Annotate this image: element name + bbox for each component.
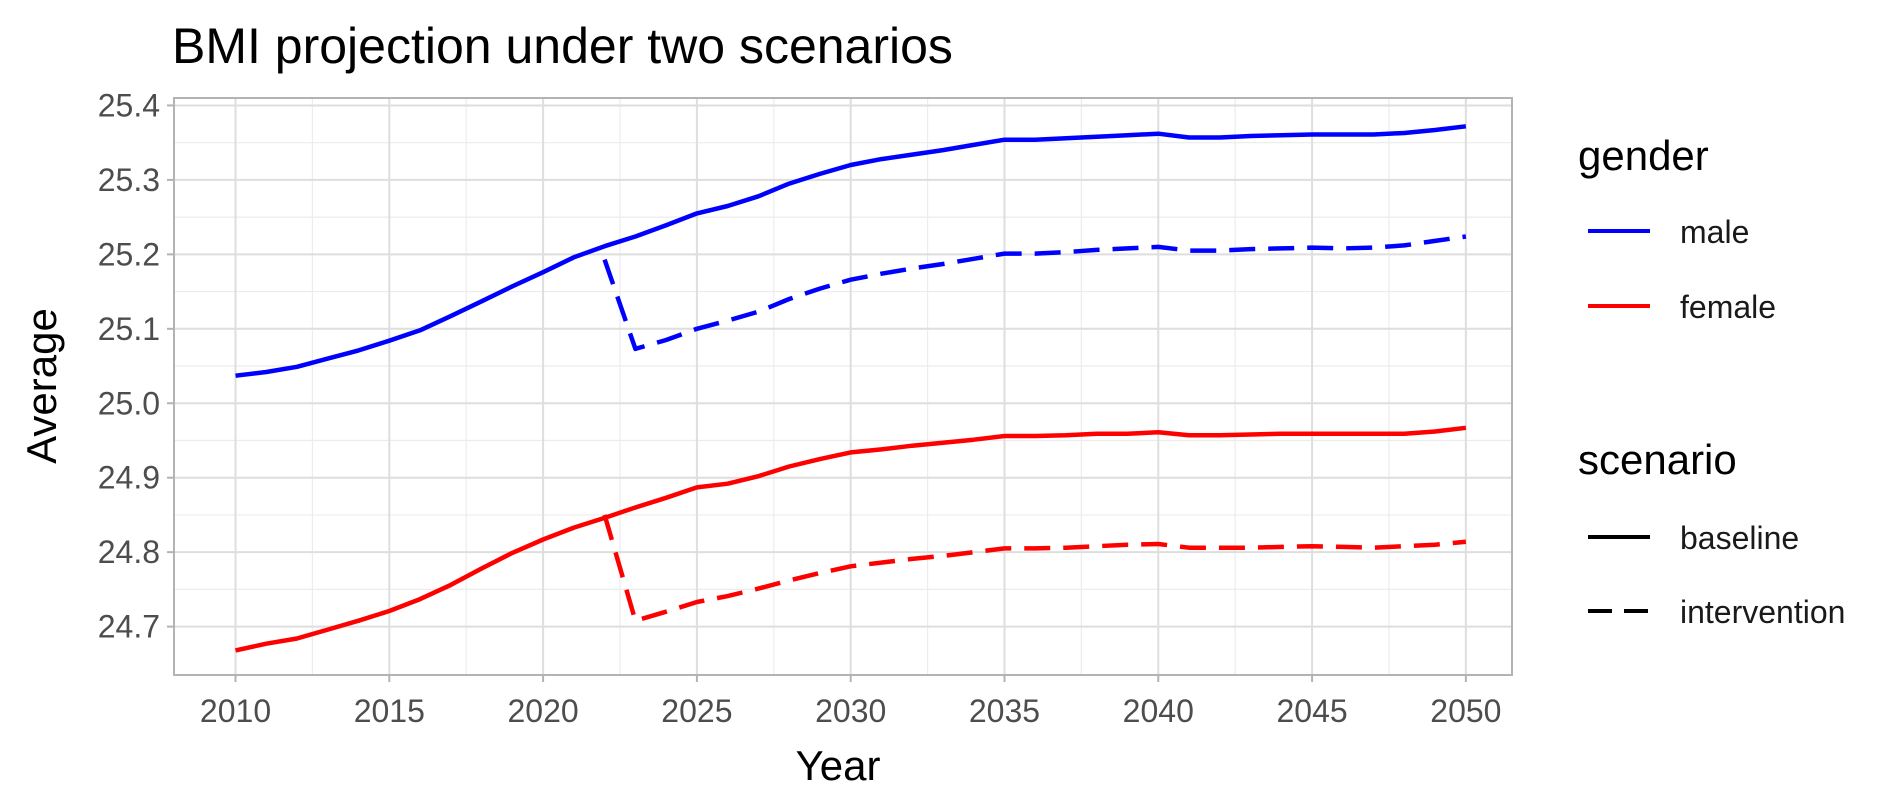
legend-label-baseline: baseline [1680, 520, 1799, 556]
y-tick-label: 24.9 [98, 460, 160, 496]
series-male-intervention [602, 234, 1467, 352]
x-tick-label: 2035 [969, 693, 1040, 729]
series-male-baseline [235, 124, 1467, 378]
x-tick-label: 2050 [1430, 693, 1501, 729]
chart-title: BMI projection under two scenarios [172, 18, 953, 74]
y-tick-label: 25.3 [98, 162, 160, 198]
legend-label-male: male [1680, 214, 1749, 250]
x-axis-ticks: 2010 2015 2020 2025 2030 2035 2040 2045 2050 [200, 675, 1501, 729]
grid-major-lines [174, 98, 1512, 675]
legend-gender-title: gender [1578, 132, 1709, 179]
legend-label-intervention: intervention [1680, 594, 1845, 630]
y-tick-label: 25.0 [98, 385, 160, 421]
legend-scenario: scenario baseline intervention [1578, 436, 1845, 630]
x-tick-label: 2020 [508, 693, 579, 729]
legend-gender: gender male female [1578, 132, 1776, 325]
plot-panel [173, 97, 1513, 676]
legend-scenario-title: scenario [1578, 436, 1737, 483]
x-tick-label: 2030 [815, 693, 886, 729]
y-axis-title: Average [18, 308, 65, 464]
panel-border [173, 97, 1513, 676]
y-tick-label: 25.4 [98, 87, 160, 123]
series-female-intervention [602, 514, 1467, 623]
grid-minor-lines [174, 98, 1512, 675]
y-tick-label: 25.1 [98, 311, 160, 347]
x-tick-label: 2045 [1276, 693, 1347, 729]
legend-label-female: female [1680, 289, 1776, 325]
y-axis-ticks: 24.7 24.8 24.9 25.0 25.1 25.2 25.3 25.4 [98, 87, 174, 645]
x-tick-label: 2040 [1123, 693, 1194, 729]
y-tick-label: 24.7 [98, 609, 160, 645]
series-female-baseline [235, 425, 1467, 653]
x-tick-label: 2015 [354, 693, 425, 729]
x-axis-title: Year [796, 742, 881, 789]
y-tick-label: 24.8 [98, 534, 160, 570]
series-lines [235, 124, 1467, 653]
y-tick-label: 25.2 [98, 236, 160, 272]
x-tick-label: 2010 [200, 693, 271, 729]
x-tick-label: 2025 [661, 693, 732, 729]
